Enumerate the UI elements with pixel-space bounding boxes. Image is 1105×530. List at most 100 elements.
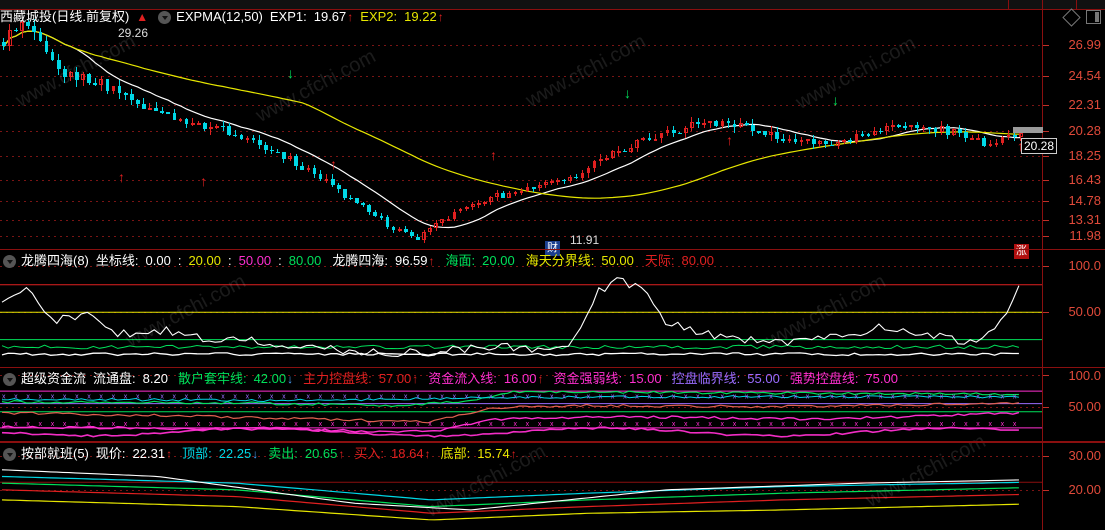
qiangshi-value: 75.00 (865, 371, 898, 386)
toolbar-cell-main[interactable] (0, 0, 1009, 9)
candlestick (355, 9, 359, 249)
candle-body (531, 187, 536, 189)
svg-text:x: x (623, 393, 627, 400)
longteng-name[interactable]: 龙腾四海(8) (21, 253, 89, 268)
anbu-name[interactable]: 按部就班(5) (21, 446, 89, 461)
candlestick (519, 9, 524, 249)
candle-body (720, 121, 725, 126)
candle-body (781, 139, 786, 142)
svg-text:x: x (891, 393, 895, 400)
svg-text:x: x (2, 393, 6, 400)
svg-text:x: x (404, 393, 408, 400)
toolbar-cell-b[interactable] (1042, 0, 1077, 9)
candlestick (958, 9, 962, 249)
indicator-name[interactable]: EXPMA(12,50) (176, 9, 263, 24)
candle-body (501, 192, 506, 198)
candle-wick (855, 129, 857, 144)
axis-tick-label: 30.00 (1068, 448, 1101, 464)
svg-text:x: x (574, 393, 578, 400)
candle-wick (277, 148, 279, 154)
candle-body (221, 125, 225, 127)
axis-tick (1043, 220, 1049, 221)
candle-body (318, 174, 323, 179)
top-toolbar-strip[interactable] (0, 0, 1105, 10)
high-annotation: 29.26 (118, 26, 149, 40)
candle-body (525, 187, 530, 191)
chevron-down-icon[interactable] (3, 372, 16, 386)
candle-wick (125, 92, 127, 101)
candlestick (805, 9, 810, 249)
capital-name[interactable]: 超级资金流 (21, 371, 87, 386)
candle-body (111, 86, 116, 92)
linjie-label: 控盘临界线: (671, 371, 741, 386)
diamond-icon[interactable] (1062, 7, 1081, 27)
candle-wick (928, 126, 930, 134)
candlestick (580, 9, 585, 249)
svg-text:x: x (623, 421, 627, 428)
candle-wick (636, 139, 638, 152)
panel-icon[interactable] (1086, 10, 1101, 24)
candle-body (434, 222, 439, 229)
candlestick (744, 9, 749, 249)
exp1-arrow-icon: ↑ (347, 10, 354, 24)
candle-wick (429, 225, 431, 235)
price-panel-header: 西藏城投(日线.前复权) ▲ EXPMA(12,50) EXP1: 19.67 … (0, 7, 1105, 27)
svg-text:x: x (915, 421, 919, 428)
candlestick (136, 9, 140, 249)
svg-text:x: x (903, 393, 907, 400)
candle-wick (149, 103, 151, 110)
candle-wick (624, 149, 626, 153)
svg-text:x: x (818, 393, 822, 400)
zhuli-label: 主力控盘线: (303, 371, 372, 386)
svg-text:x: x (988, 421, 992, 428)
candle-body (343, 189, 347, 198)
candlestick (543, 9, 548, 249)
capital-flow-pane[interactable]: x x x x x x x x x x x x x x x x x x x x x x x x x x x x x x x x x x x x x x x x… (0, 368, 1105, 441)
candlestick (988, 9, 993, 249)
anbu-pane[interactable] (0, 443, 1105, 530)
svg-text:x: x (830, 421, 834, 428)
candlestick (32, 9, 37, 249)
svg-text:x: x (453, 393, 457, 400)
candle-wick (100, 76, 102, 92)
longteng-axis: 100.0 50.00 (1043, 250, 1105, 367)
svg-text:x: x (367, 393, 371, 400)
candlestick (117, 9, 122, 249)
candlestick (312, 9, 317, 249)
candlestick (184, 9, 189, 249)
toolbar-cell-a[interactable] (1008, 0, 1043, 9)
candlestick (702, 9, 707, 249)
price-chart-pane[interactable]: ↑ ↑ ↑ ↑ ↑ ↑ ↓ ↓ ↓ (0, 9, 1105, 249)
candle-wick (569, 175, 571, 184)
candle-body (14, 29, 18, 32)
candlestick (970, 9, 974, 249)
candle-body (306, 167, 311, 170)
svg-text:x: x (647, 393, 651, 400)
gridline (0, 156, 1043, 157)
longteng-pane[interactable] (0, 250, 1105, 367)
candlestick (62, 9, 67, 249)
chevron-down-icon[interactable] (3, 254, 16, 268)
candlestick (860, 9, 865, 249)
svg-text:x: x (14, 393, 18, 400)
svg-text:x: x (1001, 421, 1005, 428)
candle-wick (807, 138, 809, 145)
chevron-down-icon[interactable] (158, 10, 172, 24)
candlestick (677, 9, 682, 249)
axis-tick-label: 20.28 (1068, 122, 1101, 138)
svg-text:x: x (745, 421, 749, 428)
candle-body (403, 228, 408, 232)
candlestick (26, 9, 31, 249)
axis-tick (1043, 407, 1049, 408)
svg-text:x: x (355, 421, 359, 428)
chevron-down-icon[interactable] (3, 447, 16, 461)
candlestick (14, 9, 18, 249)
buy-signal-arrow: ↑ (330, 156, 337, 173)
candlestick (653, 9, 658, 249)
axis-tick (1043, 312, 1049, 313)
candlestick (647, 9, 652, 249)
svg-text:x: x (806, 393, 810, 400)
candle-wick (453, 208, 455, 221)
candle-body (160, 111, 165, 113)
candle-wick (447, 216, 449, 220)
